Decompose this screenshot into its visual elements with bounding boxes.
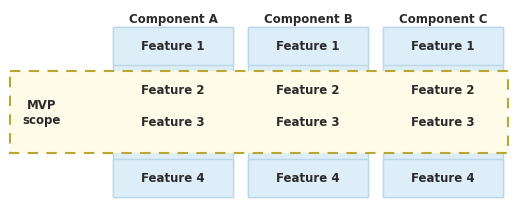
Text: Feature 2: Feature 2: [276, 83, 340, 96]
Text: Feature 2: Feature 2: [411, 83, 475, 96]
Bar: [113, 159, 233, 197]
Bar: [248, 28, 368, 197]
Text: MVP
scope: MVP scope: [23, 98, 61, 126]
Bar: [113, 28, 233, 197]
Text: Feature 4: Feature 4: [276, 172, 340, 185]
Text: Component B: Component B: [264, 13, 353, 26]
Text: Component A: Component A: [128, 13, 217, 26]
Text: Feature 3: Feature 3: [276, 115, 340, 128]
Text: Feature 3: Feature 3: [141, 115, 205, 128]
Bar: [248, 28, 368, 66]
Bar: [113, 28, 233, 66]
Text: Feature 1: Feature 1: [411, 40, 475, 53]
Text: Feature 2: Feature 2: [141, 83, 205, 96]
Text: Feature 4: Feature 4: [411, 172, 475, 185]
Text: Component C: Component C: [399, 13, 487, 26]
Bar: [10, 72, 508, 153]
Text: Feature 1: Feature 1: [141, 40, 205, 53]
Bar: [248, 159, 368, 197]
Bar: [383, 28, 503, 66]
Text: Feature 4: Feature 4: [141, 172, 205, 185]
Text: Feature 1: Feature 1: [276, 40, 340, 53]
Bar: [383, 28, 503, 197]
Bar: [383, 159, 503, 197]
Text: Feature 3: Feature 3: [411, 115, 475, 128]
